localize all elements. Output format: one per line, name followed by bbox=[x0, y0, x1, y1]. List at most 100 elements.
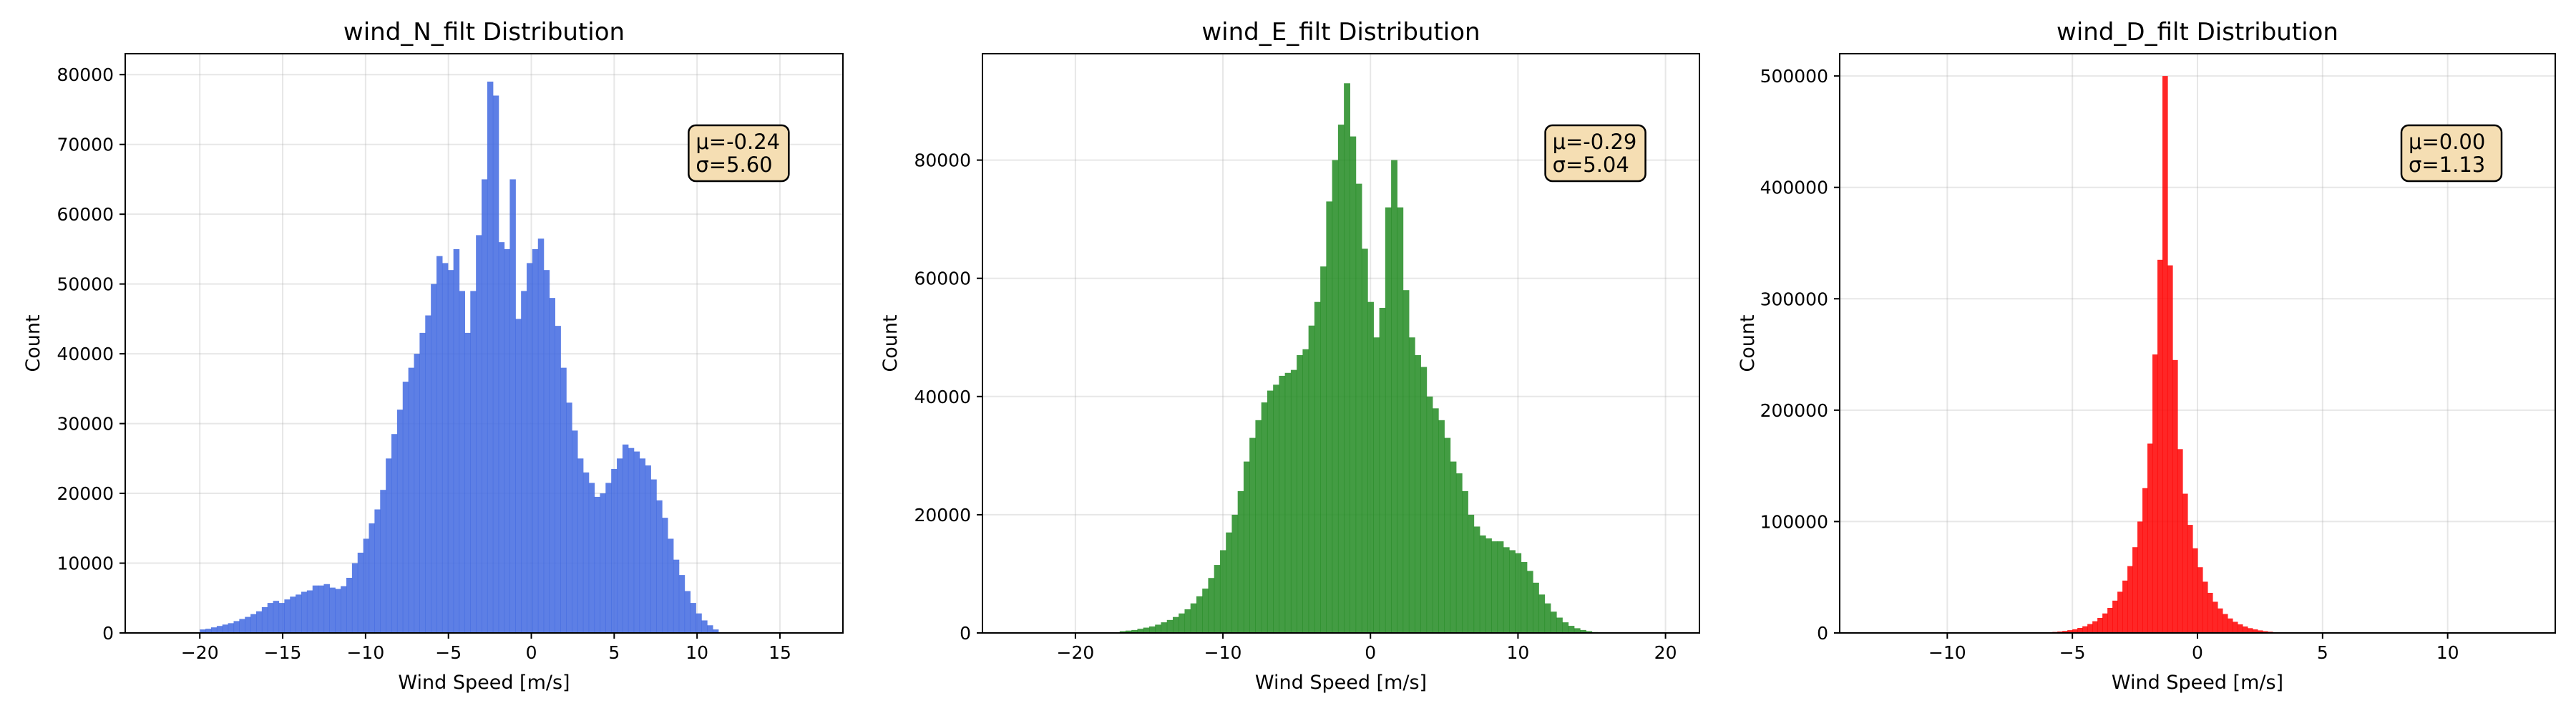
histogram-bar bbox=[1202, 589, 1209, 633]
histogram-bar bbox=[419, 332, 426, 633]
y-tick-label: 50000 bbox=[57, 274, 114, 295]
histogram-bar bbox=[216, 626, 223, 633]
histogram-bar bbox=[1326, 201, 1333, 633]
histogram-bar bbox=[2102, 613, 2108, 633]
histogram-bar bbox=[1302, 349, 1309, 633]
histogram-bar bbox=[2117, 591, 2123, 633]
histogram-bar bbox=[306, 590, 313, 633]
histogram-bar bbox=[1379, 307, 1386, 633]
histogram-bar bbox=[498, 242, 505, 633]
y-tick-label: 60000 bbox=[914, 268, 971, 289]
histogram-bar bbox=[1580, 629, 1586, 633]
histogram-bar bbox=[245, 616, 251, 633]
histogram-bar bbox=[1420, 367, 1428, 633]
histogram-bar bbox=[441, 263, 449, 633]
histogram-bar bbox=[1308, 325, 1315, 633]
histogram-bar bbox=[2237, 624, 2243, 633]
histogram-bar bbox=[1243, 461, 1250, 633]
x-tick-label: −10 bbox=[1204, 642, 1242, 663]
histogram-bar bbox=[2067, 630, 2073, 633]
histogram-bar bbox=[1491, 541, 1498, 633]
histogram-bar bbox=[2062, 631, 2068, 633]
histogram-bar bbox=[2162, 76, 2168, 634]
histogram-bar bbox=[296, 594, 302, 633]
histogram-bar bbox=[1279, 375, 1286, 633]
histogram-bar bbox=[662, 518, 668, 633]
histogram-bars bbox=[1119, 83, 1599, 634]
histogram-bar bbox=[1361, 248, 1368, 633]
histogram-bar bbox=[588, 483, 595, 633]
histogram-bar bbox=[335, 589, 341, 633]
histogram-bar bbox=[582, 472, 590, 633]
histogram-bar bbox=[453, 248, 460, 633]
histogram-bar bbox=[1355, 183, 1362, 633]
histogram-bar bbox=[2097, 618, 2103, 633]
histogram-bar bbox=[1184, 609, 1191, 633]
histogram-bar bbox=[301, 591, 308, 633]
histogram-bar bbox=[2227, 618, 2233, 633]
histogram-bar bbox=[2222, 614, 2228, 633]
histogram-bar bbox=[543, 270, 550, 633]
histogram-bar bbox=[1320, 266, 1327, 633]
histogram-bar bbox=[504, 248, 511, 633]
histogram-bar bbox=[707, 625, 713, 633]
histogram-bar bbox=[425, 315, 431, 633]
histogram-bar bbox=[2262, 631, 2268, 633]
y-tick-label: 0 bbox=[960, 623, 971, 644]
histogram-bar bbox=[2232, 621, 2238, 633]
histogram-bar bbox=[1497, 541, 1504, 633]
x-tick-label: −5 bbox=[2059, 642, 2086, 663]
histogram-bar bbox=[1208, 578, 1215, 633]
histogram-bar bbox=[521, 291, 527, 633]
histogram-bars bbox=[2047, 76, 2283, 634]
y-tick-label: 80000 bbox=[914, 150, 971, 171]
histogram-bar bbox=[690, 603, 696, 633]
y-axis-label: Count bbox=[22, 314, 44, 372]
histogram-bar bbox=[318, 585, 325, 633]
histogram-bar bbox=[1432, 408, 1439, 633]
histogram-bar bbox=[1415, 355, 1421, 633]
stats-std: σ=1.13 bbox=[2409, 153, 2485, 177]
histogram-bar bbox=[256, 611, 263, 633]
histogram-bar bbox=[205, 629, 212, 633]
histogram-bar bbox=[656, 500, 663, 633]
y-tick-label: 40000 bbox=[57, 344, 114, 364]
histogram-bar bbox=[1408, 337, 1415, 633]
histogram-bar bbox=[2057, 631, 2063, 633]
histogram-bar bbox=[1479, 535, 1486, 633]
x-tick-label: 0 bbox=[526, 642, 537, 663]
histogram-bar bbox=[1290, 369, 1297, 633]
y-tick-label: 30000 bbox=[57, 414, 114, 435]
histogram-bar bbox=[476, 235, 482, 633]
histogram-bar bbox=[1473, 526, 1480, 633]
histogram-bar bbox=[1119, 631, 1126, 633]
y-tick-label: 0 bbox=[1817, 623, 1828, 644]
histogram-bar bbox=[278, 603, 285, 633]
axes-frame bbox=[125, 53, 844, 634]
x-tick-label: 5 bbox=[608, 642, 620, 663]
x-tick-label: 20 bbox=[1654, 642, 1677, 663]
histogram-bar bbox=[1438, 420, 1445, 633]
histogram-bar bbox=[363, 538, 370, 633]
histogram-bar bbox=[250, 614, 257, 633]
histogram-bar bbox=[1273, 384, 1280, 633]
histogram-bar bbox=[1332, 160, 1339, 634]
histogram-bar bbox=[447, 270, 454, 633]
histogram-bar bbox=[527, 263, 533, 633]
y-tick-label: 0 bbox=[102, 623, 114, 644]
histogram-bar bbox=[329, 587, 336, 633]
histogram-bar bbox=[2107, 608, 2113, 633]
y-tick-label: 20000 bbox=[57, 483, 114, 504]
histogram-bar bbox=[1391, 160, 1397, 634]
y-tick-label: 400000 bbox=[1760, 178, 1828, 198]
histogram-bar bbox=[1255, 420, 1262, 633]
histogram-bar bbox=[273, 601, 280, 633]
histogram-bar bbox=[464, 332, 471, 633]
histogram-bar bbox=[1485, 538, 1492, 633]
chart-panel-3: −10 −5 0 5 10 0 100000 200000 300000 400000 500000… bbox=[1737, 18, 2556, 694]
histogram-bar bbox=[1526, 571, 1533, 633]
y-tick-label: 70000 bbox=[57, 135, 114, 155]
histogram-bar bbox=[2077, 628, 2083, 633]
stats-box bbox=[688, 124, 790, 183]
histogram-bar bbox=[482, 179, 488, 633]
